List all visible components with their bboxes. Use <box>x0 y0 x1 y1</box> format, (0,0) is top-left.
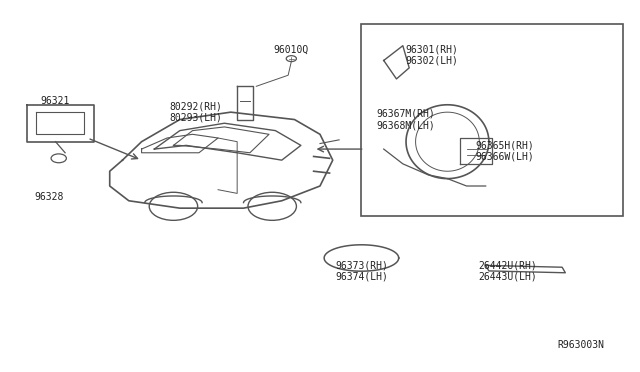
Text: 26442U(RH)
26443U(LH): 26442U(RH) 26443U(LH) <box>479 260 538 282</box>
Text: 96301(RH)
96302(LH): 96301(RH) 96302(LH) <box>405 44 458 66</box>
Text: R963003N: R963003N <box>558 340 605 350</box>
Text: 96328: 96328 <box>35 192 64 202</box>
Bar <box>362 23 623 215</box>
Text: 96010Q: 96010Q <box>274 44 309 54</box>
Text: 96373(RH)
96374(LH): 96373(RH) 96374(LH) <box>335 260 388 282</box>
Text: 96365H(RH)
96366W(LH): 96365H(RH) 96366W(LH) <box>476 140 534 162</box>
Text: 96367M(RH)
96368M(LH): 96367M(RH) 96368M(LH) <box>377 109 435 130</box>
Text: 80292(RH)
80293(LH): 80292(RH) 80293(LH) <box>170 101 222 123</box>
Text: 96321: 96321 <box>41 96 70 106</box>
